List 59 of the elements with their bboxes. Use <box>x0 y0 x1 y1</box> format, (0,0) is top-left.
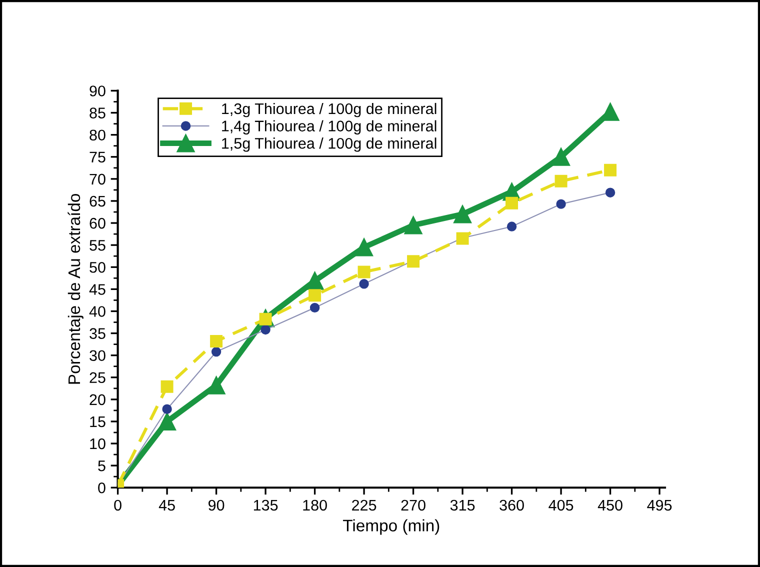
point <box>554 174 568 188</box>
x-tick-label: 90 <box>208 500 224 511</box>
y-tick-label: 55 <box>90 240 106 251</box>
y-tick-label: 15 <box>90 416 106 428</box>
point <box>158 412 176 430</box>
point <box>506 222 517 232</box>
point <box>604 164 617 176</box>
point <box>605 188 616 198</box>
legend-label: 1,4g Thiourea / 100g de mineral <box>222 120 436 134</box>
point <box>308 289 322 302</box>
x-tick-label: 270 <box>401 500 426 511</box>
y-tick-label: 25 <box>90 372 106 384</box>
y-tick-label: 45 <box>89 284 106 295</box>
point <box>260 324 270 335</box>
x-tick-label: 45 <box>158 500 175 511</box>
point <box>552 148 570 166</box>
x-tick-label: 495 <box>647 500 672 511</box>
legend-label: 1,5g Thiourea / 100g de mineral <box>222 138 436 152</box>
y-tick-label: 20 <box>90 394 106 406</box>
y-tick-label: 0 <box>98 482 106 494</box>
point <box>210 334 223 348</box>
point <box>454 205 472 224</box>
point <box>355 238 374 256</box>
y-tick-label: 10 <box>90 438 106 450</box>
y-tick-label: 70 <box>90 174 106 185</box>
y-tick-label: 50 <box>90 262 106 273</box>
y-tick-label: 75 <box>90 152 106 163</box>
y-tick-label: 35 <box>90 328 106 339</box>
point <box>556 199 566 209</box>
point <box>207 376 226 394</box>
legend-label: 1,3g Thiourea / 100g de mineral <box>222 102 436 118</box>
point <box>211 346 222 357</box>
y-tick-label: 65 <box>90 196 106 207</box>
y-tick-label: 5 <box>98 460 106 472</box>
point <box>306 272 324 290</box>
x-tick-label: 405 <box>548 500 574 511</box>
y-tick-label: 40 <box>89 306 106 317</box>
x-tick-label: 135 <box>254 500 278 511</box>
x-tick-label: 315 <box>450 500 475 511</box>
x-tick-label: 225 <box>352 500 376 511</box>
x-tick-label: 0 <box>114 500 122 511</box>
x-tick-label: 360 <box>500 500 524 511</box>
x-tick-label: 180 <box>303 500 327 511</box>
y-tick-label: 30 <box>90 350 106 362</box>
point <box>310 302 320 313</box>
y-tick-label: 90 <box>90 86 106 96</box>
x-axis-title: Tiempo (min) <box>343 519 440 535</box>
point <box>404 216 422 234</box>
point <box>506 196 518 210</box>
point <box>160 380 174 393</box>
y-tick-label: 80 <box>90 130 106 141</box>
point <box>407 255 420 268</box>
y-axis-title: Porcentaje de Au extraído <box>68 194 84 384</box>
y-tick-label: 85 <box>90 108 106 118</box>
y-tick-label: 60 <box>90 218 106 229</box>
point <box>359 279 369 289</box>
point <box>358 266 370 278</box>
point <box>162 404 172 414</box>
x-tick-label: 450 <box>598 500 622 511</box>
